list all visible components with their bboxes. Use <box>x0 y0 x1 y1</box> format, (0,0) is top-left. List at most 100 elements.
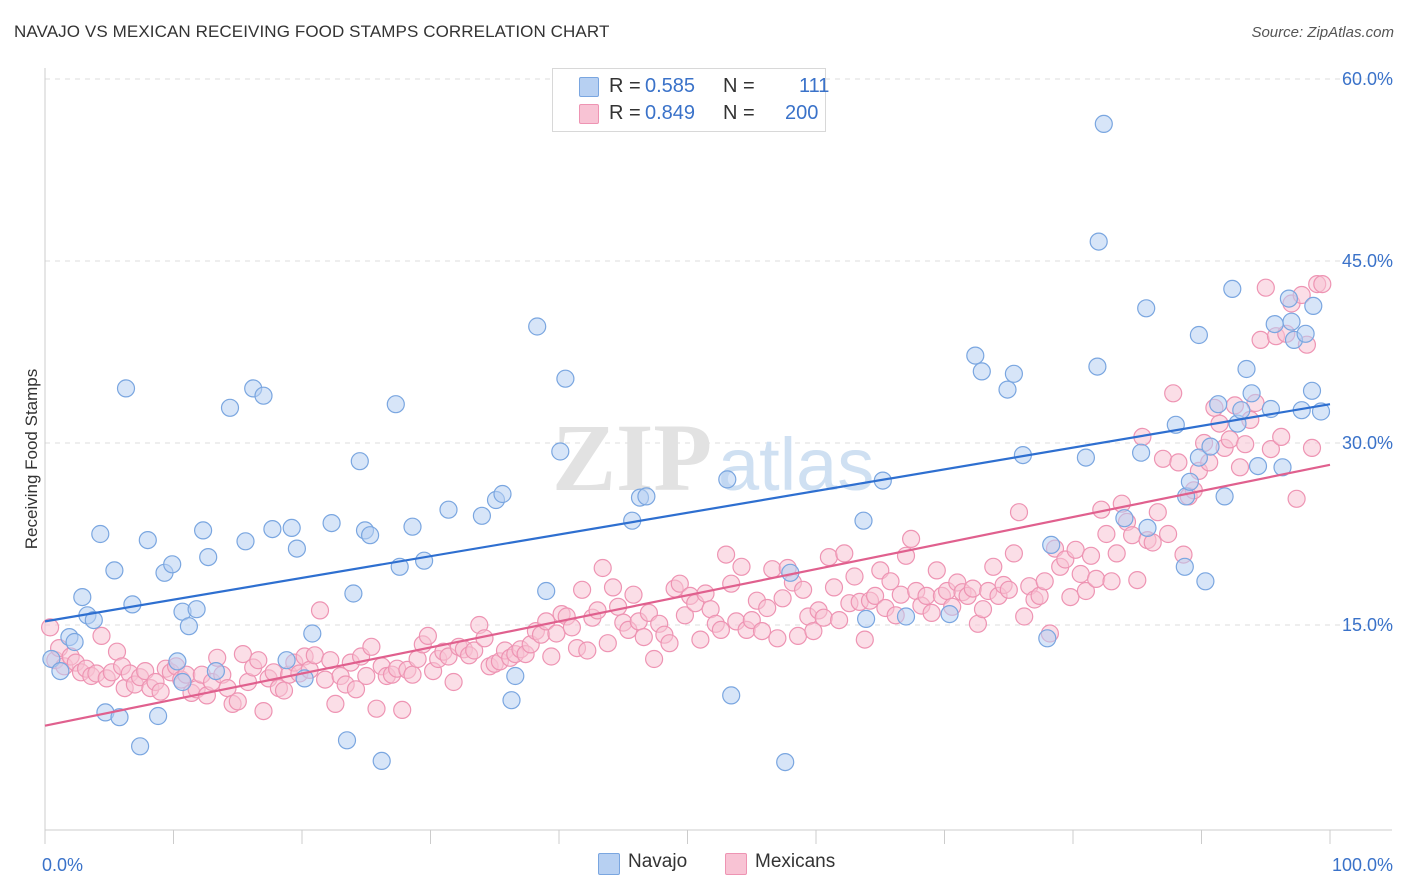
y-tick-label: 30.0% <box>1342 433 1393 453</box>
mexicans-point <box>675 606 695 625</box>
navajo-point <box>65 632 84 652</box>
mexicans-point <box>274 681 294 700</box>
mexicans-point <box>465 641 484 660</box>
navajo-point <box>551 442 570 461</box>
mexicans-point <box>578 641 597 660</box>
navajo-point <box>439 500 458 519</box>
navajo-point <box>1180 472 1200 491</box>
mexicans-point <box>716 545 736 564</box>
mexicans-point <box>151 682 170 701</box>
mexicans-swatch <box>579 104 599 124</box>
mexicans-point <box>922 603 941 623</box>
navajo-point <box>236 532 255 551</box>
navajo-point <box>1273 458 1292 477</box>
mexicans-point <box>963 579 982 598</box>
mexicans-point <box>1313 275 1332 294</box>
navajo-point <box>1004 364 1024 383</box>
mexicans-point <box>984 557 1003 576</box>
mexicans-point <box>305 646 324 665</box>
mexicans-point <box>593 558 612 578</box>
mexicans-point <box>357 666 376 686</box>
navajo-point <box>51 661 70 681</box>
navajo-point <box>1038 629 1057 648</box>
mexicans-point <box>572 580 592 599</box>
mexicans-point <box>562 618 582 637</box>
navajo-point <box>1279 289 1299 308</box>
mexicans-point <box>542 647 561 666</box>
mexicans-point <box>917 586 936 606</box>
legend-n-value: 200 <box>785 102 819 124</box>
navajo-point <box>110 708 129 727</box>
navajo-point <box>361 526 380 545</box>
axes <box>44 68 1392 844</box>
mexicans-point <box>1061 587 1080 607</box>
mexicans-point <box>788 626 808 646</box>
navajo-point <box>1115 509 1134 528</box>
mexicans-point <box>768 629 787 648</box>
navajo-point <box>1209 395 1228 414</box>
legend-r-label: R = <box>609 102 641 124</box>
mexicans-point <box>367 699 386 718</box>
y-tick-label: 45.0% <box>1342 251 1393 271</box>
navajo-point <box>403 517 422 536</box>
navajo-point <box>1242 384 1261 403</box>
navajo-point <box>116 379 136 398</box>
mexicans-point <box>1164 384 1183 403</box>
mexicans-point <box>722 574 741 593</box>
navajo-point <box>1131 443 1151 462</box>
navajo-point <box>856 609 876 629</box>
navajo-point <box>776 752 795 772</box>
navajo-point <box>556 369 575 388</box>
watermark-zip: ZIP <box>552 404 712 511</box>
mexicans-point <box>624 585 643 604</box>
mexicans-point <box>1122 526 1142 545</box>
mexicans-point <box>588 601 607 620</box>
navajo-point <box>1302 381 1322 400</box>
y-tick-label: 60.0% <box>1342 69 1393 89</box>
navajo-point <box>138 530 157 550</box>
navajo-point <box>163 555 182 574</box>
mexicans-point <box>1272 427 1291 446</box>
navajo-point <box>940 604 959 624</box>
legend-r-value: 0.849 <box>645 102 696 124</box>
navajo-point <box>254 386 273 405</box>
navajo-point <box>206 661 225 681</box>
mexicans-point <box>228 692 247 711</box>
mexicans-point <box>1004 544 1024 563</box>
mexicans-point <box>598 634 617 653</box>
mexicans-point <box>1015 607 1034 626</box>
mexicans-point <box>865 586 885 606</box>
navajo-point <box>415 551 434 570</box>
mexicans-point <box>881 572 900 591</box>
mexicans-point <box>814 608 833 627</box>
navajo-point <box>1223 279 1242 298</box>
mexicans-point <box>1035 572 1054 591</box>
navajo-point <box>528 317 547 336</box>
mexicans-point <box>644 649 664 669</box>
legend-r-label: R = <box>609 75 641 97</box>
navajo-point <box>1232 401 1251 420</box>
mexicans-point <box>711 620 731 640</box>
y-tick-label: 15.0% <box>1342 615 1393 635</box>
correlation-legend: R = 0.585 N = 111 R = 0.849 N = 200 <box>552 68 829 132</box>
navajo-point <box>1248 457 1268 476</box>
navajo-point <box>1089 232 1108 251</box>
mexicans-point <box>310 601 330 620</box>
navajo-swatch <box>579 77 599 97</box>
mexicans-point <box>855 630 874 649</box>
mexicans-point <box>999 580 1018 599</box>
navajo-point <box>493 484 512 504</box>
mexicans-point <box>1148 503 1167 522</box>
y-axis-label: Receiving Food Stamps <box>22 369 41 549</box>
mexicans-point <box>362 637 381 656</box>
mexicans-point <box>547 624 566 643</box>
mexicans-point <box>393 700 412 720</box>
legend-r-value: 0.585 <box>645 75 696 97</box>
mexicans-point <box>1066 540 1085 559</box>
mexicans-point <box>608 597 628 616</box>
navajo-point <box>386 395 405 414</box>
navajo-point <box>1282 312 1301 331</box>
mexicans-point <box>1251 330 1270 349</box>
navajo-point <box>1042 535 1061 555</box>
